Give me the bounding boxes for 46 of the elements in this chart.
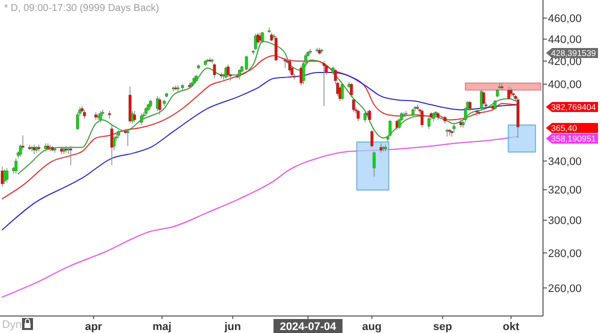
candlestick: [384, 144, 388, 152]
text: 382,769404: [551, 102, 596, 112]
candlestick: [420, 109, 424, 128]
x-tick-label: apr: [84, 321, 103, 333]
chart-title: * D, 09:00-17:30 (9999 Days Back): [4, 3, 160, 14]
text: 365,40: [551, 123, 578, 134]
x-tick-label: sep: [433, 321, 452, 333]
text: 428,391539: [551, 48, 596, 58]
candlestick: [140, 113, 143, 126]
candlestick: [482, 90, 486, 106]
candlestick: [254, 33, 257, 50]
text: 358,190951: [551, 134, 596, 144]
y-tick-label: 400,00: [548, 79, 582, 92]
candlestick: [108, 110, 111, 119]
candlestick: [322, 60, 326, 106]
y-tick-label: 440,00: [548, 34, 582, 46]
candlestick: [14, 158, 18, 174]
candlestick: [350, 82, 353, 98]
text: Dyn: [2, 319, 22, 331]
candlestick: [494, 99, 497, 110]
y-tick-label: 460,00: [548, 13, 582, 26]
candlestick: [0, 166, 4, 188]
candlestick: [5, 168, 8, 183]
x-tick-label: jun: [223, 321, 242, 333]
x-tick-label: aug: [362, 321, 382, 333]
candlestick: [370, 130, 374, 148]
candlestick: [226, 64, 230, 78]
line-series: [2, 55, 518, 200]
x-tick-label: 2024-07-04: [280, 321, 338, 333]
candlestick: [133, 110, 136, 123]
x-tick-label: maj: [152, 321, 172, 333]
x-tick-label: okt: [502, 321, 520, 333]
candlestick: [372, 151, 376, 178]
candlestick: [468, 100, 472, 112]
candlestick: [300, 65, 303, 86]
y-tick-label: 340,00: [548, 156, 582, 168]
candlestick: [213, 63, 216, 79]
y-tick-label: 300,00: [548, 215, 582, 228]
candlestick: [356, 109, 360, 122]
y-tick-label: 260,00: [548, 282, 582, 295]
candlestick: [452, 123, 456, 134]
y-tick-label: 280,00: [548, 248, 582, 260]
candlestick: [380, 142, 382, 154]
y-tick-label: 320,00: [548, 184, 582, 197]
candlestick: [96, 113, 100, 120]
candlestick: [238, 68, 242, 80]
